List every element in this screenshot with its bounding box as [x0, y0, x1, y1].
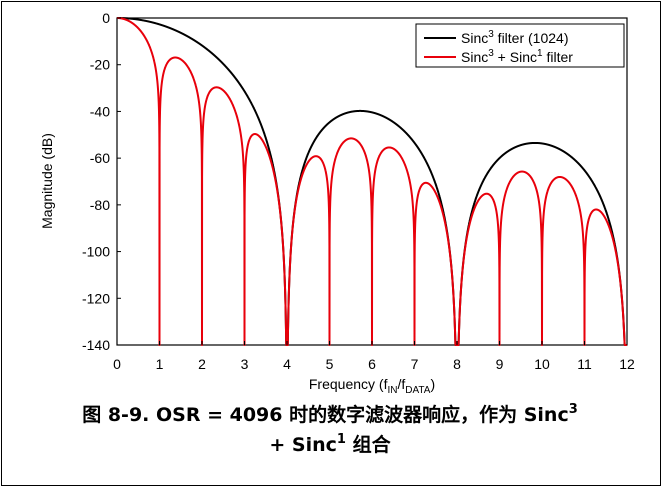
x-tick-label: 5 — [326, 356, 334, 372]
y-tick-label: -100 — [82, 244, 110, 260]
y-tick-label: -120 — [82, 290, 110, 306]
figure-caption: 图 8-9. OSR = 4096 时的数字滤波器响应，作为 Sinc3 + S… — [0, 400, 660, 460]
x-tick-label: 8 — [453, 356, 461, 372]
y-tick-label: -60 — [90, 150, 110, 166]
legend: Sinc3 filter (1024) Sinc3 + Sinc1 filter — [415, 23, 625, 68]
x-tick-label: 7 — [411, 356, 419, 372]
y-tick-label: -20 — [90, 57, 110, 73]
series-line-sinc3 — [116, 17, 628, 346]
x-tick-label: 11 — [577, 356, 592, 372]
x-axis-label: Frequency (fIN/fDATA) — [309, 376, 435, 396]
x-tick-label: 1 — [156, 356, 164, 372]
legend-label-sinc3: Sinc3 filter (1024) — [461, 29, 569, 46]
x-tick-label: 4 — [283, 356, 291, 372]
y-tick-label: -80 — [90, 197, 110, 213]
y-tick-label: -40 — [90, 103, 110, 119]
caption-line-1-sup: 3 — [568, 402, 578, 417]
caption-line-2: + Sinc1 组合 — [0, 430, 660, 460]
caption-line-1-text: 图 8-9. OSR = 4096 时的数字滤波器响应，作为 Sinc — [82, 404, 569, 426]
x-axis-ticks: 0 1 2 3 4 5 6 7 8 9 10 11 12 — [113, 341, 635, 372]
y-axis-label: Magnitude (dB) — [39, 133, 55, 229]
caption-line-2-suffix: 组合 — [345, 434, 391, 456]
frequency-response-chart: 0 1 2 3 4 5 6 7 8 9 10 11 12 0-20-40-60-80-100-120-1… — [39, 10, 635, 396]
x-tick-label: 12 — [619, 356, 635, 372]
caption-line-2-sup: 1 — [336, 432, 346, 447]
x-tick-label: 2 — [198, 356, 206, 372]
legend-box — [415, 23, 625, 68]
y-tick-label: -140 — [82, 337, 110, 353]
legend-label-sinc3-sinc1: Sinc3 + Sinc1 filter — [461, 48, 573, 65]
x-tick-label: 6 — [368, 356, 376, 372]
x-tick-label: 3 — [241, 356, 249, 372]
x-tick-label: 10 — [534, 356, 550, 372]
x-tick-label: 9 — [496, 356, 504, 372]
caption-line-2-text: + Sinc — [269, 434, 337, 456]
y-tick-label: 0 — [102, 10, 110, 26]
caption-line-1: 图 8-9. OSR = 4096 时的数字滤波器响应，作为 Sinc3 — [0, 400, 660, 430]
y-axis-ticks: 0 -20 -40 -60 -80 -100 -120 -140 — [82, 10, 121, 353]
x-tick-label: 0 — [113, 356, 121, 372]
